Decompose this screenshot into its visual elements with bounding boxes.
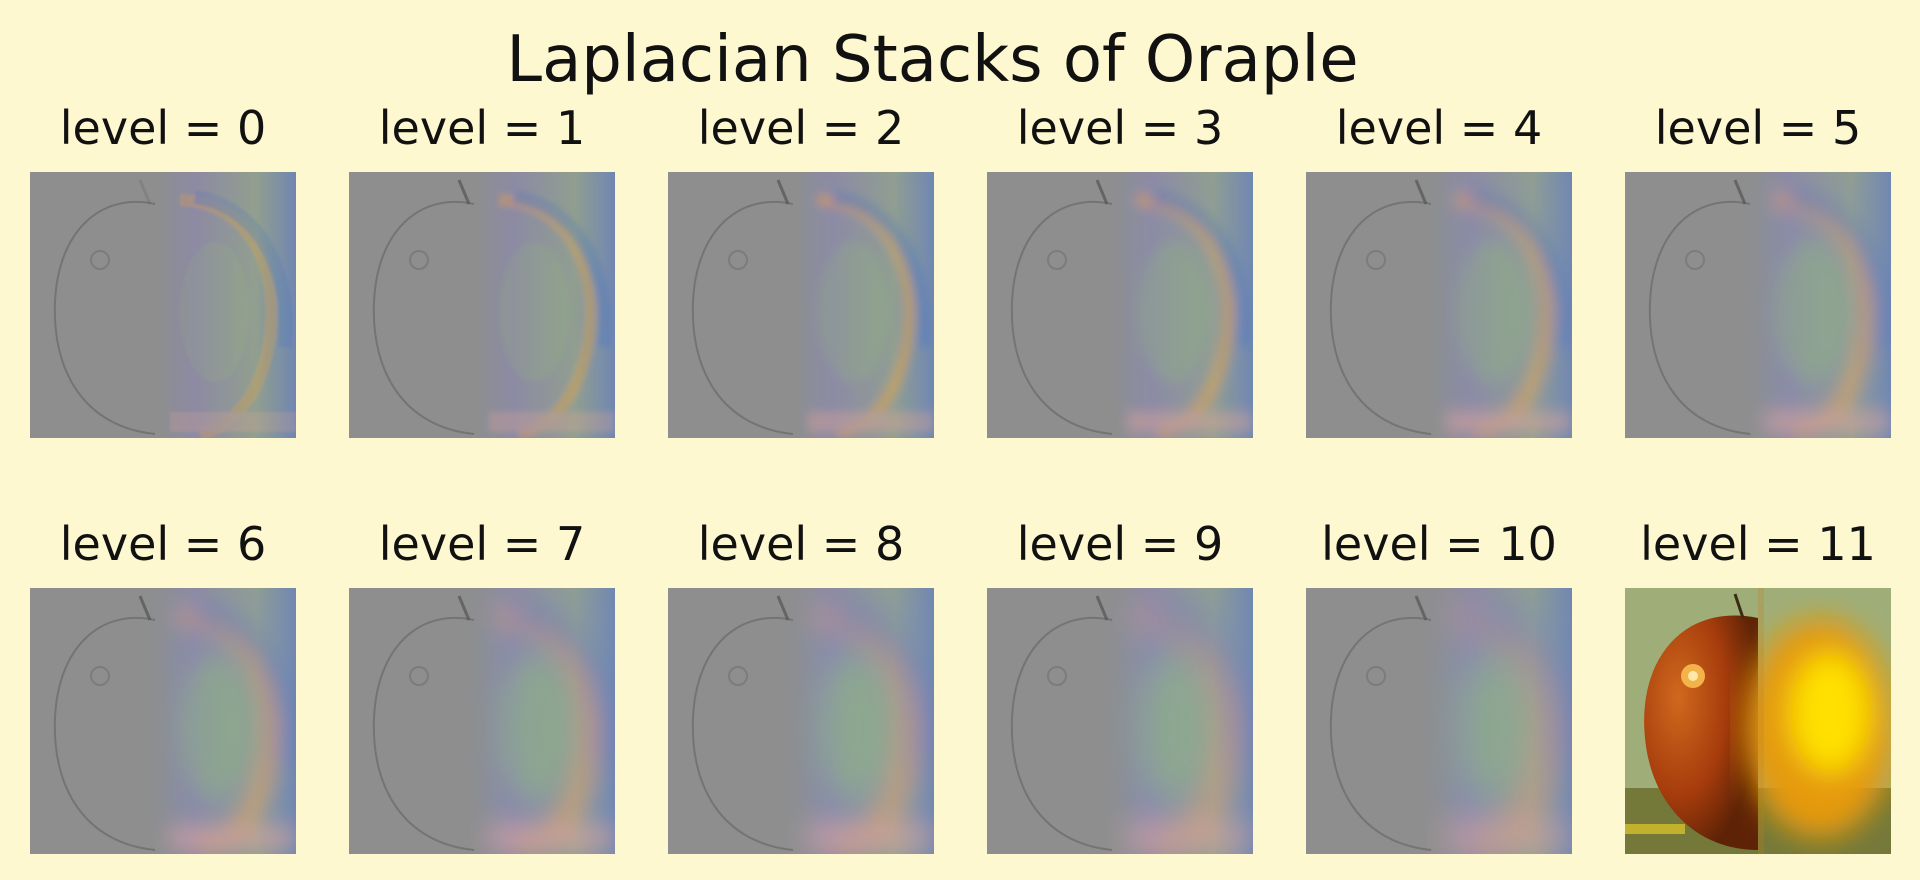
level-panel-2: level = 2 xyxy=(668,100,934,438)
level-panel-9: level = 9 xyxy=(987,516,1253,854)
laplacian-level-image xyxy=(1306,588,1572,854)
level-label: level = 3 xyxy=(1016,101,1224,155)
level-panel-1: level = 1 xyxy=(349,100,615,438)
laplacian-level-image xyxy=(987,588,1253,854)
level-panel-3: level = 3 xyxy=(987,100,1253,438)
level-panel-4: level = 4 xyxy=(1306,100,1572,438)
laplacian-level-image xyxy=(349,172,615,438)
level-label: level = 6 xyxy=(59,517,267,571)
laplacian-level-image xyxy=(349,588,615,854)
laplacian-level-image xyxy=(30,172,296,438)
level-label: level = 8 xyxy=(697,517,905,571)
level-label: level = 2 xyxy=(697,101,905,155)
level-label: level = 5 xyxy=(1654,101,1862,155)
level-panel-8: level = 8 xyxy=(668,516,934,854)
level-label: level = 1 xyxy=(378,101,586,155)
level-label: level = 10 xyxy=(1321,517,1557,571)
figure-title: Laplacian Stacks of Oraple xyxy=(506,23,1359,97)
laplacian-level-image xyxy=(1625,172,1891,438)
level-panel-11: level = 11 xyxy=(1625,516,1891,854)
laplacian-level-image xyxy=(1306,172,1572,438)
laplacian-level-image xyxy=(987,172,1253,438)
level-label: level = 4 xyxy=(1335,101,1543,155)
level-panel-5: level = 5 xyxy=(1625,100,1891,438)
level-label: level = 7 xyxy=(378,517,586,571)
level-panel-10: level = 10 xyxy=(1306,516,1572,854)
laplacian-level-image xyxy=(668,172,934,438)
level-label: level = 0 xyxy=(59,101,267,155)
level-label: level = 9 xyxy=(1016,517,1224,571)
level-label: level = 11 xyxy=(1640,517,1876,571)
level-panel-0: level = 0 xyxy=(30,100,296,438)
level-panel-6: level = 6 xyxy=(30,516,296,854)
gaussian-base-image xyxy=(1625,588,1891,854)
laplacian-level-image xyxy=(30,588,296,854)
laplacian-level-image xyxy=(668,588,934,854)
level-panel-7: level = 7 xyxy=(349,516,615,854)
